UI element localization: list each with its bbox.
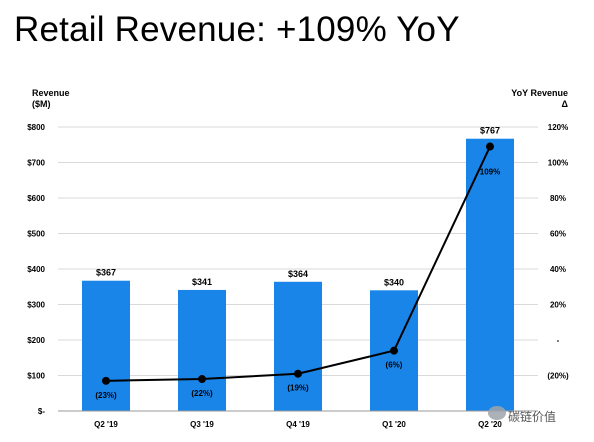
left-axis-title-line1: Revenue bbox=[32, 88, 70, 98]
bar-series bbox=[82, 138, 514, 411]
left-tick-label: $600 bbox=[27, 194, 45, 203]
yoy-point bbox=[102, 376, 110, 385]
left-axis-title-line2: ($M) bbox=[32, 99, 51, 109]
yoy-point bbox=[198, 375, 206, 384]
left-axis-title: Revenue ($M) bbox=[32, 88, 70, 110]
left-tick-label: $200 bbox=[27, 336, 45, 345]
data-labels: $367 $341 $364 $340 $767 (23%) (22%) (19%) (6%) 1… bbox=[95, 126, 500, 400]
yoy-value-label: (6%) bbox=[386, 361, 403, 370]
bar-value-label: $340 bbox=[384, 277, 404, 287]
x-tick-label: Q2 '20 bbox=[478, 420, 502, 429]
yoy-value-label: (23%) bbox=[95, 391, 117, 400]
x-tick-label: Q2 '19 bbox=[94, 420, 118, 429]
bar-value-label: $767 bbox=[480, 126, 500, 136]
right-tick-label: 80% bbox=[550, 194, 566, 203]
right-tick-label: - bbox=[557, 336, 560, 345]
revenue-bar bbox=[178, 289, 226, 411]
right-tick-label: 100% bbox=[548, 159, 568, 168]
right-axis-title-line2: Δ bbox=[561, 99, 568, 109]
right-axis-title: YoY Revenue Δ bbox=[511, 88, 568, 110]
right-tick-label: 40% bbox=[550, 265, 566, 274]
right-tick-label: 20% bbox=[550, 301, 566, 310]
left-tick-label: $800 bbox=[27, 123, 45, 132]
yoy-value-label: (19%) bbox=[287, 384, 309, 393]
yoy-value-label: (22%) bbox=[191, 389, 213, 398]
x-tick-label: Q1 '20 bbox=[382, 420, 406, 429]
watermark-logo-icon bbox=[488, 406, 506, 420]
yoy-value-label: 109% bbox=[480, 168, 500, 177]
right-tick-label: 120% bbox=[548, 123, 568, 132]
bar-value-label: $341 bbox=[192, 277, 212, 287]
yoy-line-series bbox=[102, 142, 494, 385]
yoy-point bbox=[390, 346, 398, 355]
revenue-bar bbox=[82, 280, 130, 411]
right-tick-label: 60% bbox=[550, 230, 566, 239]
right-axis-title-line1: YoY Revenue bbox=[511, 88, 568, 98]
left-tick-label: $400 bbox=[27, 265, 45, 274]
bar-value-label: $367 bbox=[96, 268, 116, 278]
yoy-point bbox=[486, 142, 494, 151]
left-tick-label: $100 bbox=[27, 372, 45, 381]
watermark-text: 碳链价值 bbox=[508, 410, 557, 424]
right-tick-label: (20%) bbox=[547, 372, 569, 381]
bar-value-label: $364 bbox=[288, 269, 308, 279]
chart-title: Retail Revenue: +109% YoY bbox=[14, 10, 460, 49]
left-tick-label: $700 bbox=[27, 159, 45, 168]
x-tick-label: Q4 '19 bbox=[286, 420, 310, 429]
left-tick-label: $- bbox=[38, 407, 45, 416]
revenue-bar bbox=[274, 281, 322, 411]
x-tick-label: Q3 '19 bbox=[190, 420, 214, 429]
yoy-point bbox=[294, 369, 302, 378]
left-tick-label: $500 bbox=[27, 230, 45, 239]
revenue-bar bbox=[466, 138, 514, 411]
axes: $- $100 $200 $300 $400 $500 $600 $700 $800 (20%) -… bbox=[27, 123, 569, 429]
left-tick-label: $300 bbox=[27, 301, 45, 310]
